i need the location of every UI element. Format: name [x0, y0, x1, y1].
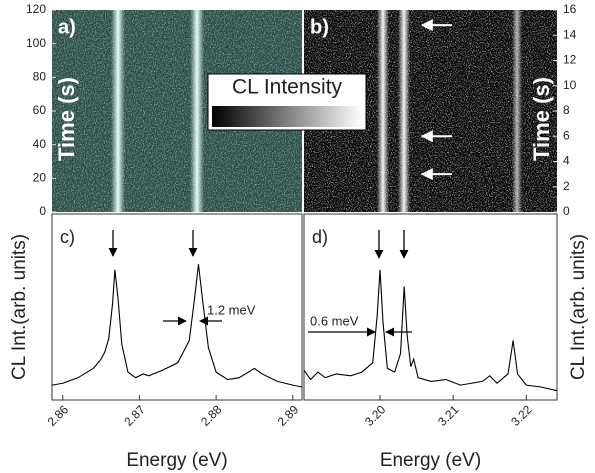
panel-label: b) [310, 16, 329, 38]
x-tick-label: 2.89 [275, 402, 302, 429]
x-tick-label: 2.86 [45, 402, 72, 429]
colorbar-label: CL Intensity [232, 76, 343, 99]
annotation: 1.2 meV [207, 302, 256, 317]
y-tick-label: 2 [563, 179, 570, 193]
x-tick-label: 3.21 [435, 402, 462, 429]
y-tick-label: 16 [563, 2, 577, 16]
y-axis-label: CL Int.(arb. units) [568, 234, 589, 380]
y-axis-label: Time (s) [54, 77, 79, 161]
y-tick-label: 6 [563, 128, 570, 142]
y-tick-label: 60 [33, 103, 47, 117]
y-tick-label: 100 [26, 36, 46, 50]
frames [51, 213, 558, 401]
y-tick-label: 40 [33, 137, 47, 151]
y-tick-label: 12 [563, 53, 577, 67]
y-tick-label: 8 [563, 103, 570, 117]
y-tick-label: 80 [33, 70, 47, 84]
panel-label: d) [312, 227, 328, 247]
panel-label: a) [58, 16, 76, 38]
y-tick-label: 0 [39, 204, 46, 218]
x-tick-label: 2.87 [121, 402, 148, 429]
x-axis-label: Energy (eV) [380, 450, 481, 471]
x-tick-label: 3.20 [362, 402, 389, 429]
y-tick-label: 14 [563, 27, 577, 41]
colorbar: CL Intensity [207, 73, 367, 131]
x-axis-label: Energy (eV) [126, 450, 227, 471]
y-tick-label: 0 [563, 204, 570, 218]
spectrum-line [303, 269, 558, 392]
y-tick-label: 20 [33, 171, 47, 185]
y-tick-label: 120 [26, 2, 46, 16]
annotation: 0.6 meV [310, 313, 359, 328]
y-tick-label: 4 [563, 154, 570, 168]
y-axis-label: CL Int.(arb. units) [9, 234, 30, 380]
spectrum-line [51, 264, 303, 388]
annotation-arrows [108, 230, 412, 337]
y-axis-label: Time (s) [529, 77, 554, 161]
x-tick-label: 3.22 [508, 402, 535, 429]
x-tick-label: 2.88 [198, 402, 225, 429]
y-tick-label: 10 [563, 78, 577, 92]
panel-label: c) [60, 227, 75, 247]
